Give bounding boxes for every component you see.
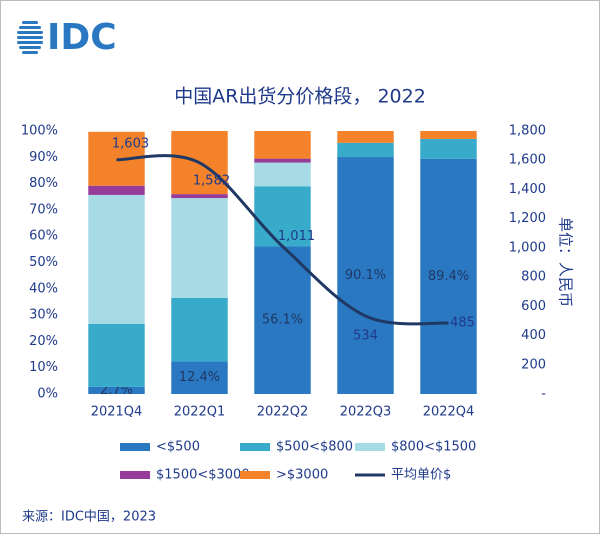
legend-label: 平均单价$ [391,468,451,483]
bar-segment [254,246,311,394]
bar-segment [171,361,228,394]
logo: IDC [47,17,117,58]
y-tick-label: 70% [29,202,58,217]
legend-swatch [355,443,385,451]
chart-title: 中国AR出货分价格段， 2022 [174,86,426,108]
bar-segment [337,142,394,158]
y-tick-label: 40% [29,281,58,296]
data-label: 1,011 [278,229,315,244]
y-tick-label: 80% [29,176,58,191]
y-tick-label: 30% [29,308,58,323]
y2-tick-label: 1,400 [509,182,546,197]
bar-segment [254,131,311,159]
data-label: 12.4% [179,370,220,385]
data-label: 485 [450,316,475,331]
y-tick-label: 10% [29,360,58,375]
y2-tick-label: 600 [521,299,546,314]
y-tick-label: 100% [21,124,58,139]
bar-segment [171,198,228,299]
bar-segment [337,131,394,143]
bar-segment [254,186,311,247]
y-tick-label: 90% [29,150,58,165]
bar-segment [88,194,145,324]
bar-segment [171,194,228,199]
y2-tick-label: 1,200 [509,211,546,226]
legend-label: <$500 [156,440,200,455]
bar-segment [88,323,145,387]
legend-label: >$3000 [276,468,328,483]
y2-tick-label: 1,800 [509,124,546,139]
data-label: 534 [353,328,378,343]
x-tick-label: 2022Q1 [174,405,226,420]
x-tick-label: 2022Q4 [423,405,475,420]
source: 来源：IDC中国，2023 [22,510,156,525]
legend-swatch [120,471,150,479]
data-label: 1,603 [112,136,149,151]
y2-tick-label: 400 [521,328,546,343]
bar-segment [254,158,311,163]
y2-tick-label: 800 [521,270,546,285]
data-label: 89.4% [428,269,469,284]
bar-segment [337,157,394,394]
y-tick-label: 50% [29,255,58,270]
legend-swatch [120,443,150,451]
data-label: 1,582 [193,173,230,188]
y-tick-label: 20% [29,334,58,349]
data-label: 90.1% [345,268,386,283]
legend-label: $800<$1500 [391,440,476,455]
bar-segment [420,138,477,159]
y2-tick-label: 1,600 [509,153,546,168]
legend-swatch [240,471,270,479]
y2-tick-label: - [541,387,546,402]
data-label: 56.1% [262,313,303,328]
x-tick-label: 2022Q2 [257,405,309,420]
bar-segment [88,386,145,394]
bar-segment [420,158,477,394]
legend-label: $500<$800 [276,440,353,455]
y-tick-label: 0% [37,387,58,402]
logo-globe [17,21,43,54]
bar-segment [254,162,311,187]
x-tick-label: 2022Q3 [340,405,392,420]
legend-label: $1500<$3000 [156,468,250,483]
legend-swatch [240,443,270,451]
y2-axis-title: 单位：人民币 [557,217,575,307]
bar-segment [420,131,477,139]
y2-tick-label: 1,000 [509,240,546,255]
bar-segment [88,185,145,195]
y2-tick-label: 200 [521,357,546,372]
line [116,154,449,326]
bar-segment [171,298,228,362]
y-tick-label: 60% [29,229,58,244]
x-tick-label: 2021Q4 [91,405,143,420]
